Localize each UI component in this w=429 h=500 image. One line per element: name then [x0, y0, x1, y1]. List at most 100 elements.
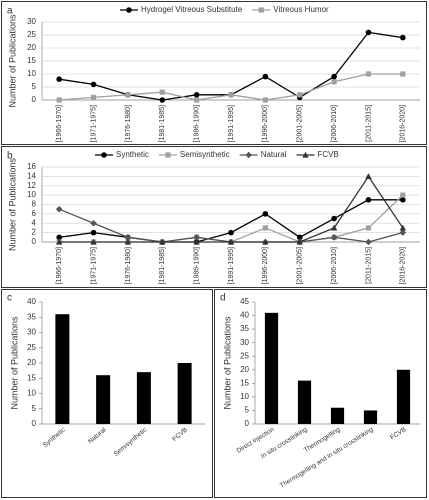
- y-tick-label: 15: [27, 56, 36, 65]
- y-tick-label: 4: [32, 218, 37, 227]
- data-point: [365, 71, 372, 77]
- x-tick-label: [2001-2005]: [297, 105, 304, 142]
- data-point: [193, 92, 200, 98]
- data-point: [56, 76, 62, 82]
- data-point: [365, 225, 372, 231]
- y-tick-label: 45: [240, 297, 249, 306]
- x-tick-label: [1991-1995]: [228, 105, 235, 142]
- y-tick-label: 25: [27, 343, 36, 352]
- data-point: [56, 234, 62, 241]
- x-tick-label: [2016-2020]: [400, 247, 407, 284]
- panel-label: b: [7, 151, 13, 162]
- data-point: [124, 234, 132, 241]
- bar: [55, 314, 70, 424]
- data-point: [90, 219, 97, 227]
- x-tick-label: [2006-2010]: [331, 247, 338, 284]
- y-tick-label: 0: [32, 237, 37, 246]
- x-tick-label: [1971-1975]: [90, 247, 97, 284]
- data-point: [194, 97, 200, 103]
- y-tick-label: 5: [32, 404, 37, 413]
- y-tick-label: 10: [27, 69, 36, 78]
- data-point: [400, 71, 406, 77]
- panel-label: a: [7, 6, 13, 17]
- legend-marker: [165, 152, 171, 158]
- bar: [177, 363, 192, 424]
- data-point: [193, 234, 200, 241]
- x-tick-label: [1971-1975]: [90, 105, 97, 142]
- y-tick-label: 5: [32, 82, 37, 91]
- series-line: [59, 199, 403, 243]
- y-tick-label: 35: [240, 324, 249, 333]
- series-line: [59, 31, 403, 101]
- panel-label: c: [7, 293, 12, 304]
- x-tick-label: [1996-2000]: [262, 247, 269, 284]
- data-point: [90, 238, 97, 245]
- y-tick-label: 5: [245, 406, 250, 415]
- legend-label: FCVB: [318, 150, 339, 159]
- panel-frame: [1, 146, 427, 288]
- y-tick-label: 0: [32, 419, 37, 428]
- data-point: [262, 238, 269, 245]
- y-tick-label: 10: [240, 392, 249, 401]
- x-tick-label: [1981-1985]: [159, 247, 166, 284]
- x-tick-label: [1966-1970]: [56, 105, 63, 142]
- data-point: [159, 97, 166, 103]
- data-point: [124, 238, 132, 245]
- bar: [363, 410, 378, 424]
- y-tick-label: 14: [27, 171, 36, 180]
- y-tick-label: 0: [32, 95, 37, 104]
- y-tick-label: 10: [27, 389, 36, 398]
- data-point: [55, 205, 63, 213]
- data-point: [296, 238, 303, 245]
- x-tick-label: FCVB: [389, 426, 407, 441]
- x-tick-label: Natural: [87, 426, 108, 445]
- y-tick-label: 30: [27, 328, 36, 337]
- data-point: [399, 224, 407, 231]
- y-tick-label: 12: [27, 181, 36, 190]
- data-point: [90, 94, 97, 100]
- y-axis-title: Number of Publications: [7, 157, 17, 251]
- data-point: [365, 173, 372, 179]
- data-point: [262, 225, 268, 231]
- y-tick-label: 6: [32, 209, 37, 218]
- y-tick-label: 40: [27, 297, 36, 306]
- y-tick-label: 10: [27, 190, 36, 199]
- y-tick-label: 0: [245, 419, 250, 428]
- data-point: [262, 73, 269, 80]
- bar: [330, 407, 345, 424]
- data-point: [193, 238, 200, 245]
- legend-marker: [302, 151, 309, 158]
- y-tick-label: 15: [240, 378, 249, 387]
- y-tick-label: 25: [27, 30, 36, 39]
- bar: [136, 372, 151, 424]
- data-point: [159, 238, 166, 245]
- x-tick-label: FCVB: [171, 426, 189, 443]
- bar: [96, 375, 111, 424]
- y-axis-title: Number of Publications: [9, 316, 19, 410]
- y-tick-label: 30: [240, 338, 249, 347]
- y-axis-title: Number of Publications: [222, 316, 232, 410]
- y-tick-label: 16: [27, 162, 36, 171]
- data-point: [331, 79, 337, 85]
- x-tick-label: [2011-2015]: [365, 105, 372, 142]
- legend-label: Hydrogel Vitreous Substitute: [141, 5, 243, 14]
- legend-label: Synthetic: [116, 150, 149, 159]
- x-tick-label: [1976-1980]: [125, 247, 132, 284]
- data-point: [262, 211, 269, 217]
- data-point: [297, 92, 303, 98]
- legend-label: Semisynthetic: [180, 150, 230, 159]
- x-tick-label: [2001-2005]: [297, 247, 304, 284]
- data-point: [331, 73, 337, 80]
- data-point: [55, 238, 63, 245]
- legend-label: Natural: [261, 150, 287, 159]
- panel-frame: [214, 289, 427, 498]
- data-point: [365, 238, 372, 246]
- y-tick-label: 8: [32, 200, 37, 209]
- x-tick-label: [1991-1995]: [228, 247, 235, 284]
- x-tick-label: Synthetic: [42, 426, 68, 449]
- data-point: [399, 229, 407, 236]
- bar: [264, 312, 279, 424]
- data-point: [330, 234, 338, 241]
- y-tick-label: 20: [27, 43, 36, 52]
